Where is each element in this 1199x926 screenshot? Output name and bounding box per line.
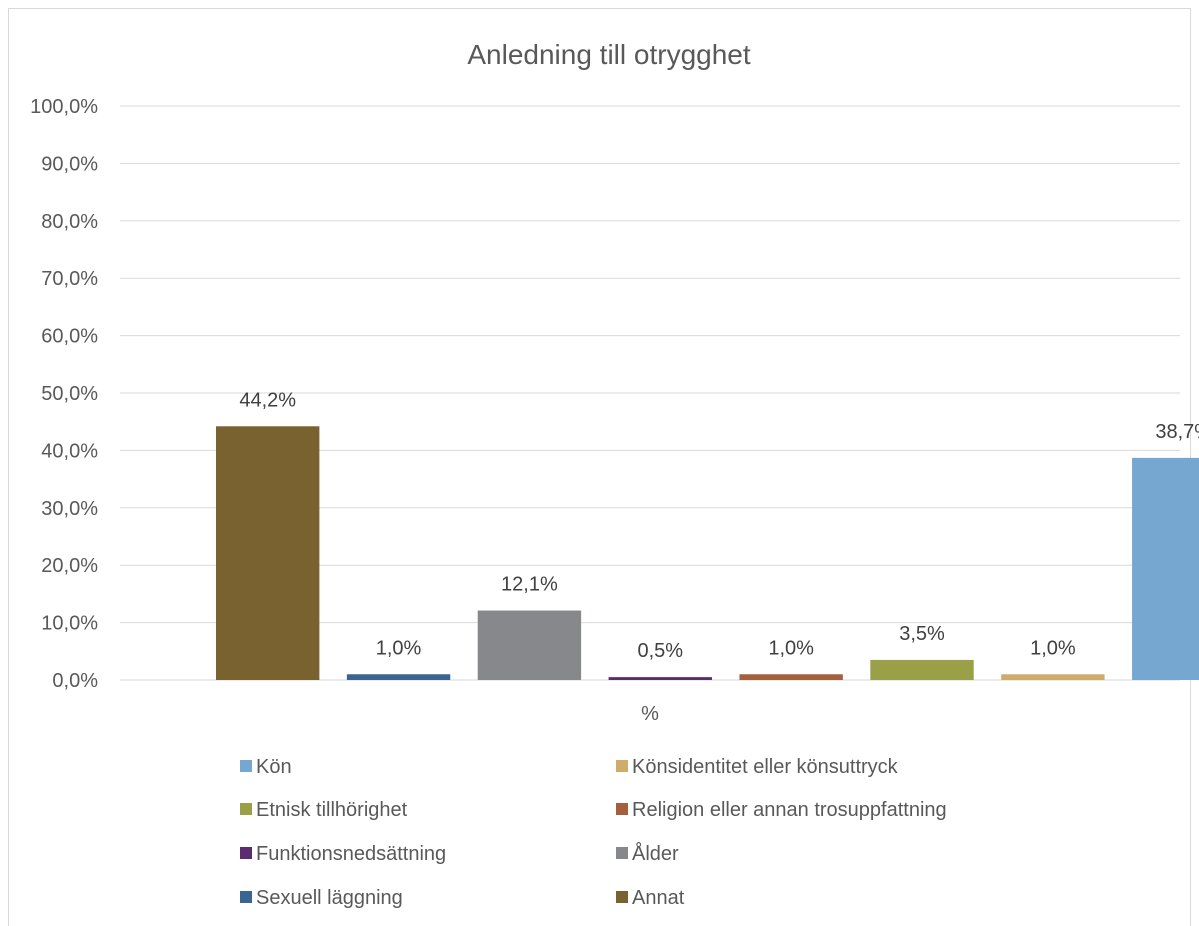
- y-tick-label: 100,0%: [30, 96, 98, 118]
- data-labels: 44,2% 1,0% 12,1% 0,5% 1,0% 3,5% 1,0% 38,7%: [239, 389, 1199, 662]
- y-tick-label: 30,0%: [41, 498, 98, 520]
- data-label: 38,7%: [1155, 421, 1199, 443]
- bar-8: [1132, 457, 1199, 680]
- legend-swatch: [240, 760, 252, 772]
- legend: Kön Könsidentitet eller könsuttryck Etnisk…: [240, 756, 947, 909]
- y-tick-label: 80,0%: [41, 211, 98, 233]
- legend-swatch: [616, 803, 628, 815]
- data-label: 44,2%: [239, 389, 296, 411]
- y-tick-label: 50,0%: [41, 383, 98, 405]
- data-label: 3,5%: [899, 623, 945, 645]
- bar-3: [477, 610, 582, 680]
- y-tick-label: 70,0%: [41, 268, 98, 290]
- bar-2: [346, 674, 451, 680]
- bar-7: [1001, 674, 1105, 680]
- y-tick-label: 0,0%: [52, 670, 98, 692]
- bar-4: [608, 677, 712, 680]
- legend-swatch: [240, 847, 252, 859]
- data-label: 0,5%: [637, 640, 683, 662]
- bar-1: [216, 426, 320, 680]
- bar-6: [870, 659, 974, 680]
- y-tick-label: 40,0%: [41, 440, 98, 462]
- legend-label: Annat: [632, 887, 685, 909]
- legend-label: Kön: [256, 756, 292, 778]
- y-tick-label: 60,0%: [41, 326, 98, 348]
- y-axis-ticks: 0,0% 10,0% 20,0% 30,0% 40,0% 50,0% 60,0% 70,0% 8…: [30, 96, 98, 692]
- data-label: 1,0%: [376, 637, 422, 659]
- legend-label: Religion eller annan trosuppfattning: [632, 799, 947, 821]
- legend-swatch: [240, 803, 252, 815]
- legend-label: Funktionsnedsättning: [256, 843, 446, 865]
- y-tick-label: 20,0%: [41, 555, 98, 577]
- legend-label: Etnisk tillhörighet: [256, 799, 408, 821]
- legend-label: Ålder: [632, 842, 679, 865]
- y-tick-label: 90,0%: [41, 153, 98, 175]
- chart-title: Anledning till otrygghet: [467, 39, 751, 70]
- data-label: 1,0%: [768, 637, 814, 659]
- legend-swatch: [616, 760, 628, 772]
- legend-label: Sexuell läggning: [256, 887, 403, 909]
- legend-swatch: [616, 847, 628, 859]
- y-tick-label: 10,0%: [41, 613, 98, 635]
- x-axis-label: %: [641, 703, 659, 725]
- data-label: 12,1%: [501, 574, 558, 596]
- legend-swatch: [616, 891, 628, 903]
- data-label: 1,0%: [1030, 637, 1076, 659]
- bars: [216, 426, 1199, 680]
- bar-5: [739, 674, 843, 680]
- legend-label: Könsidentitet eller könsuttryck: [632, 756, 899, 778]
- legend-swatch: [240, 891, 252, 903]
